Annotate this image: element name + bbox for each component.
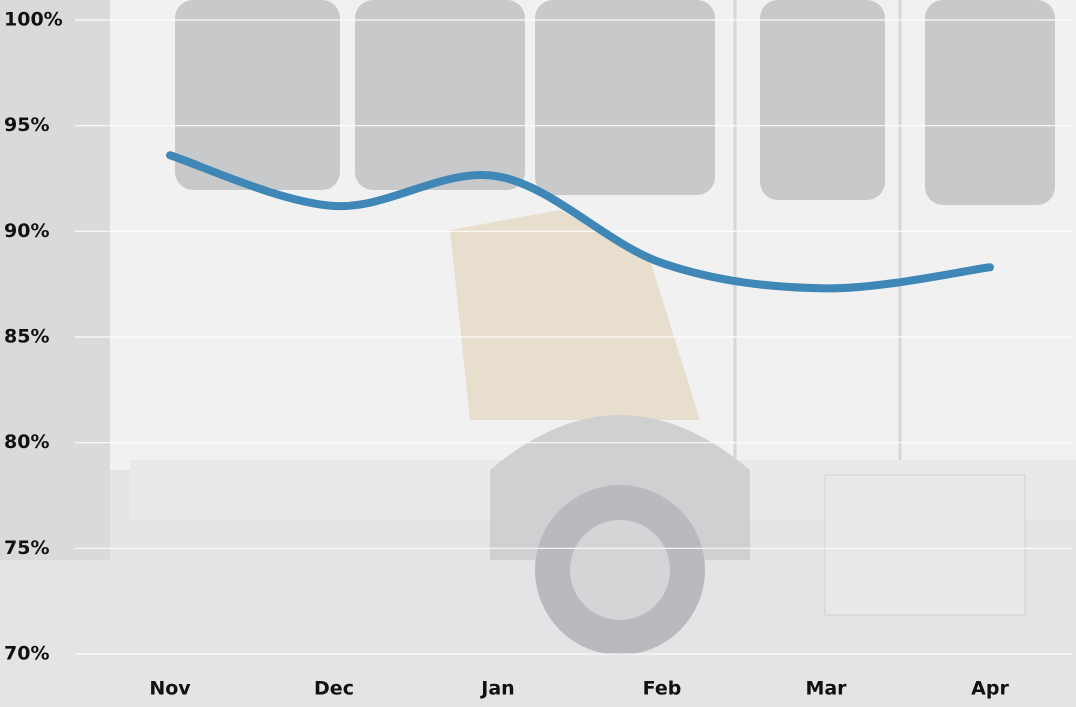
x-tick-label: Dec — [314, 678, 354, 700]
bus-window — [535, 0, 715, 195]
y-tick-label: 100% — [4, 9, 63, 31]
bus-window — [760, 0, 885, 200]
y-tick-label: 85% — [4, 326, 49, 348]
y-tick-label: 90% — [4, 220, 49, 242]
y-tick-label: 95% — [4, 114, 49, 136]
y-tick-label: 80% — [4, 431, 49, 453]
x-tick-label: Jan — [479, 678, 514, 700]
bus-window — [355, 0, 525, 190]
data-line — [166, 151, 994, 293]
y-tick-label: 75% — [4, 537, 49, 559]
rear-panel — [824, 474, 1026, 616]
building — [0, 0, 110, 560]
y-tick-label: 70% — [4, 643, 49, 665]
bus-window — [925, 0, 1055, 205]
x-tick-label: Nov — [149, 678, 191, 700]
flag-decal — [450, 210, 700, 420]
x-tick-label: Mar — [805, 678, 847, 700]
bus-window — [175, 0, 340, 190]
x-tick-label: Feb — [643, 678, 682, 700]
x-tick-label: Apr — [971, 678, 1009, 700]
hubcap — [570, 520, 670, 620]
